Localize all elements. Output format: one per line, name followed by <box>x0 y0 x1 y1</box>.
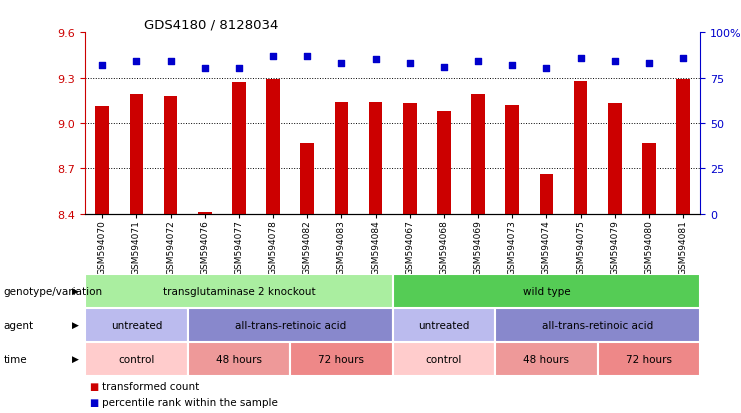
Point <box>404 61 416 67</box>
Bar <box>393 274 700 308</box>
Point <box>575 55 587 62</box>
Bar <box>495 308 700 342</box>
Bar <box>598 342 700 376</box>
Bar <box>266 80 280 214</box>
Bar <box>187 342 290 376</box>
Point <box>609 59 621 65</box>
Bar <box>164 97 178 214</box>
Text: agent: agent <box>4 320 34 330</box>
Point <box>165 59 176 65</box>
Bar <box>608 104 622 214</box>
Bar <box>290 342 393 376</box>
Text: untreated: untreated <box>111 320 162 330</box>
Text: untreated: untreated <box>419 320 470 330</box>
Bar <box>187 308 393 342</box>
Bar <box>85 342 187 376</box>
Text: transglutaminase 2 knockout: transglutaminase 2 knockout <box>163 286 315 296</box>
Text: time: time <box>4 354 27 364</box>
Text: control: control <box>426 354 462 364</box>
Bar <box>96 107 109 214</box>
Point <box>472 59 484 65</box>
Point <box>438 64 450 71</box>
Point <box>268 53 279 60</box>
Text: ▶: ▶ <box>73 320 79 330</box>
Bar <box>539 175 554 214</box>
Bar <box>300 143 314 214</box>
Text: 72 hours: 72 hours <box>626 354 672 364</box>
Text: ■: ■ <box>89 397 98 407</box>
Point <box>96 62 108 69</box>
Bar <box>471 95 485 214</box>
Point <box>540 66 552 73</box>
Text: control: control <box>119 354 155 364</box>
Text: wild type: wild type <box>522 286 571 296</box>
Bar <box>642 143 656 214</box>
Bar <box>335 102 348 214</box>
Point <box>233 66 245 73</box>
Text: all-trans-retinoic acid: all-trans-retinoic acid <box>542 320 654 330</box>
Bar <box>393 342 495 376</box>
Bar <box>677 80 690 214</box>
Point <box>336 61 348 67</box>
Text: genotype/variation: genotype/variation <box>4 286 103 296</box>
Text: GDS4180 / 8128034: GDS4180 / 8128034 <box>144 19 279 31</box>
Text: ▶: ▶ <box>73 354 79 363</box>
Bar <box>232 83 246 214</box>
Bar <box>85 308 187 342</box>
Text: 48 hours: 48 hours <box>216 354 262 364</box>
Text: 72 hours: 72 hours <box>319 354 365 364</box>
Bar <box>574 81 588 214</box>
Text: all-trans-retinoic acid: all-trans-retinoic acid <box>235 320 346 330</box>
Bar <box>393 308 495 342</box>
Text: transformed count: transformed count <box>102 381 199 392</box>
Bar <box>403 104 416 214</box>
Bar <box>85 274 393 308</box>
Point <box>370 57 382 64</box>
Text: 48 hours: 48 hours <box>523 354 570 364</box>
Point <box>130 59 142 65</box>
Bar <box>130 95 143 214</box>
Bar <box>198 213 212 214</box>
Bar <box>437 112 451 214</box>
Point <box>302 53 313 60</box>
Point <box>643 61 655 67</box>
Text: ▶: ▶ <box>73 287 79 296</box>
Point <box>677 55 689 62</box>
Point <box>506 62 518 69</box>
Text: percentile rank within the sample: percentile rank within the sample <box>102 397 277 407</box>
Bar <box>369 102 382 214</box>
Bar <box>505 106 519 214</box>
Point <box>199 66 210 73</box>
Text: ■: ■ <box>89 381 98 392</box>
Bar <box>495 342 598 376</box>
